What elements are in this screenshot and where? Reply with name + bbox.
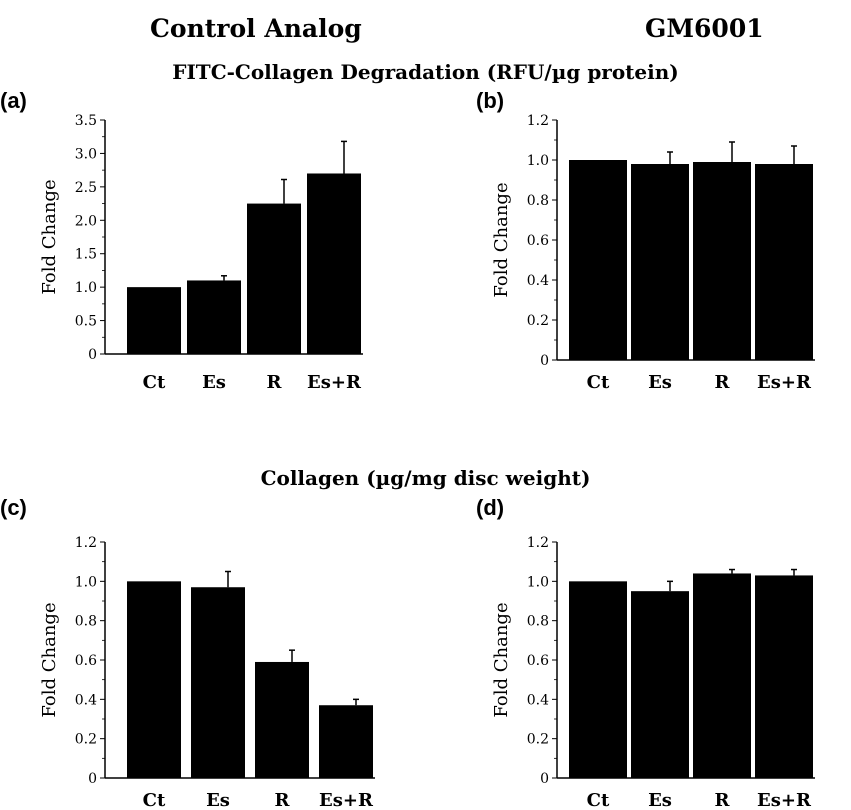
- column-title-control-analog: Control Analog: [150, 14, 362, 43]
- chart-b: 0 0.2 0.4 0.6 0.8 1.0 1.2 Fold Change Ct Es R Es+R: [491, 113, 815, 393]
- y-axis-label: Fold Change: [39, 179, 60, 294]
- column-title-gm6001: GM6001: [645, 14, 764, 43]
- bar: [755, 575, 813, 778]
- row-subtitle-collagen: Collagen (µg/mg disc weight): [260, 466, 591, 490]
- y-tick-label: 3.0: [75, 146, 97, 162]
- x-category-label: R: [267, 372, 283, 393]
- x-category-label: Ct: [143, 372, 166, 393]
- y-tick-label: 0: [540, 771, 549, 787]
- y-tick-label: 0: [88, 771, 97, 787]
- y-tick-label: 2.5: [75, 180, 97, 196]
- x-category-label: Es: [648, 372, 672, 393]
- bar: [191, 587, 245, 778]
- y-tick-label: 3.5: [75, 113, 97, 129]
- bar: [307, 173, 361, 354]
- y-tick-label: 1.5: [75, 247, 97, 263]
- y-tick-label: 1.0: [527, 153, 549, 169]
- y-tick-label: 0.2: [75, 732, 97, 748]
- bar: [187, 280, 241, 354]
- y-tick-label: 0.8: [527, 193, 549, 209]
- x-category-label: Ct: [143, 790, 166, 810]
- bar: [631, 591, 689, 778]
- y-tick-label: 1.0: [527, 574, 549, 590]
- y-tick-label: 0.6: [527, 653, 549, 669]
- bar: [569, 160, 627, 360]
- y-tick-label: 0.4: [527, 273, 549, 289]
- y-tick-label: 0.6: [527, 233, 549, 249]
- x-category-label: Es+R: [319, 790, 374, 810]
- chart-d: 0 0.2 0.4 0.6 0.8 1.0 1.2 Fold Change Ct Es R Es+R: [491, 535, 815, 810]
- x-category-label: Ct: [587, 790, 610, 810]
- panel-label-b: (b): [476, 88, 505, 113]
- y-tick-label: 0: [88, 347, 97, 363]
- x-category-label: R: [275, 790, 291, 810]
- y-tick-label: 0.8: [75, 614, 97, 630]
- x-category-label: Es+R: [757, 372, 812, 393]
- chart-c: 0 0.2 0.4 0.6 0.8 1.0 1.2 Fold Change Ct Es R Es+R: [39, 535, 375, 810]
- bar: [693, 162, 751, 360]
- y-axis-label: Fold Change: [39, 602, 60, 717]
- x-category-label: Ct: [587, 372, 610, 393]
- x-category-label: R: [715, 372, 731, 393]
- y-tick-label: 0: [540, 353, 549, 369]
- bar: [255, 661, 309, 778]
- bar: [127, 287, 181, 354]
- x-category-label: R: [715, 790, 731, 810]
- bar: [631, 164, 689, 360]
- y-tick-label: 0.8: [527, 614, 549, 630]
- bar: [693, 573, 751, 778]
- panel-label-a: (a): [0, 88, 27, 113]
- bar: [755, 164, 813, 360]
- y-tick-label: 0.4: [75, 692, 97, 708]
- y-tick-label: 2.0: [75, 213, 97, 229]
- y-tick-label: 0.5: [75, 314, 97, 330]
- x-category-label: Es: [202, 372, 226, 393]
- y-tick-label: 0.6: [75, 653, 97, 669]
- panel-label-c: (c): [0, 495, 27, 520]
- y-tick-label: 1.0: [75, 574, 97, 590]
- y-tick-label: 0.2: [527, 732, 549, 748]
- y-tick-label: 1.0: [75, 280, 97, 296]
- x-category-label: Es: [648, 790, 672, 810]
- panel-label-d: (d): [476, 495, 505, 520]
- y-axis-label: Fold Change: [491, 182, 512, 297]
- chart-a: 0 0.5 1.0 1.5 2.0 2.5 3.0 3.5 Fold Change Ct Es R Es…: [39, 113, 363, 393]
- row-subtitle-fitc-degradation: FITC-Collagen Degradation (RFU/µg protei…: [172, 60, 679, 84]
- bar: [127, 581, 181, 778]
- x-category-label: Es+R: [307, 372, 362, 393]
- bar: [569, 581, 627, 778]
- y-tick-label: 1.2: [527, 113, 549, 129]
- y-axis-label: Fold Change: [491, 602, 512, 717]
- y-tick-label: 1.2: [527, 535, 549, 551]
- x-category-label: Es+R: [757, 790, 812, 810]
- y-tick-label: 1.2: [75, 535, 97, 551]
- x-category-label: Es: [206, 790, 230, 810]
- bar: [247, 203, 301, 354]
- y-tick-label: 0.2: [527, 313, 549, 329]
- bar: [319, 705, 373, 778]
- y-tick-label: 0.4: [527, 692, 549, 708]
